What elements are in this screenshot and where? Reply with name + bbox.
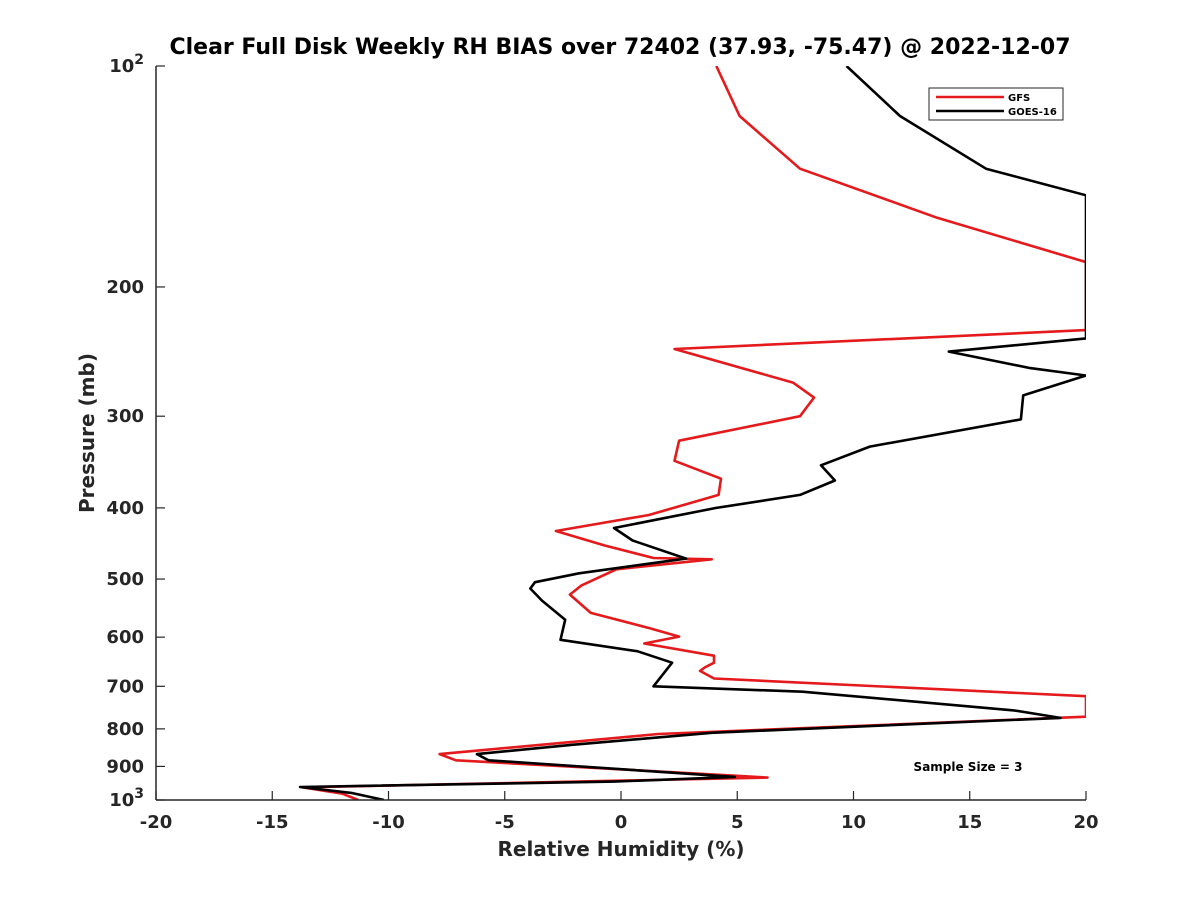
y-tick-label: 500 bbox=[106, 569, 144, 590]
legend-entry-gfs: GFS bbox=[1008, 93, 1030, 104]
y-tick-label: 800 bbox=[106, 719, 144, 740]
sample-size-annotation: Sample Size = 3 bbox=[914, 760, 1023, 774]
x-tick-label: 10 bbox=[841, 812, 866, 833]
y-tick-label: 700 bbox=[106, 676, 144, 697]
ticks-layer: -20 -15 -10 -5 0 5 10 15 20 102 200 300 400 500 600 700… bbox=[106, 52, 1098, 833]
legend-entry-goes16: GOES-16 bbox=[1008, 107, 1057, 118]
y-tick-label: 200 bbox=[106, 277, 144, 298]
x-tick-label: 15 bbox=[957, 812, 982, 833]
y-tick-label: 600 bbox=[106, 627, 144, 648]
x-tick-label: -5 bbox=[495, 812, 515, 833]
x-tick-label: 5 bbox=[731, 812, 744, 833]
x-tick-label: 20 bbox=[1073, 812, 1098, 833]
chart-title: Clear Full Disk Weekly RH BIAS over 7240… bbox=[169, 35, 1070, 60]
x-tick-label: -15 bbox=[256, 812, 289, 833]
x-axis-label: Relative Humidity (%) bbox=[497, 837, 744, 861]
x-tick-label: -20 bbox=[140, 812, 173, 833]
y-tick-label: 900 bbox=[106, 756, 144, 777]
legend: GFS GOES-16 bbox=[928, 87, 1064, 121]
legend-box bbox=[928, 87, 1064, 121]
y-tick-label: 400 bbox=[106, 498, 144, 519]
y-tick-label: 102 bbox=[109, 52, 144, 77]
series-layer bbox=[298, 66, 1086, 800]
y-tick-label: 300 bbox=[106, 406, 144, 427]
x-tick-label: -10 bbox=[372, 812, 405, 833]
series-line-gfs bbox=[301, 66, 1086, 800]
y-tick-label: 103 bbox=[109, 786, 144, 811]
plot-area bbox=[155, 66, 1086, 801]
y-axis-label: Pressure (mb) bbox=[75, 353, 99, 513]
x-tick-label: 0 bbox=[615, 812, 628, 833]
series-line-goes-16 bbox=[298, 66, 1086, 800]
